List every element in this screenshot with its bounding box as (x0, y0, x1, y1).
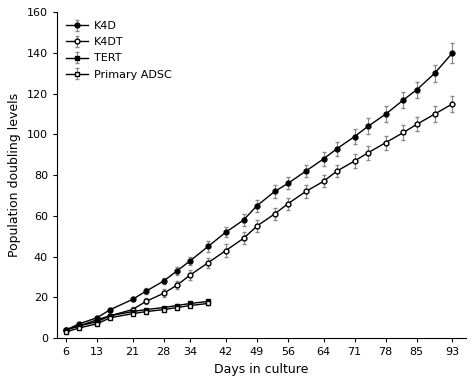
Legend: K4D, K4DT, TERT, Primary ADSC: K4D, K4DT, TERT, Primary ADSC (63, 18, 175, 83)
X-axis label: Days in culture: Days in culture (214, 362, 309, 376)
Y-axis label: Population doubling levels: Population doubling levels (9, 93, 21, 257)
